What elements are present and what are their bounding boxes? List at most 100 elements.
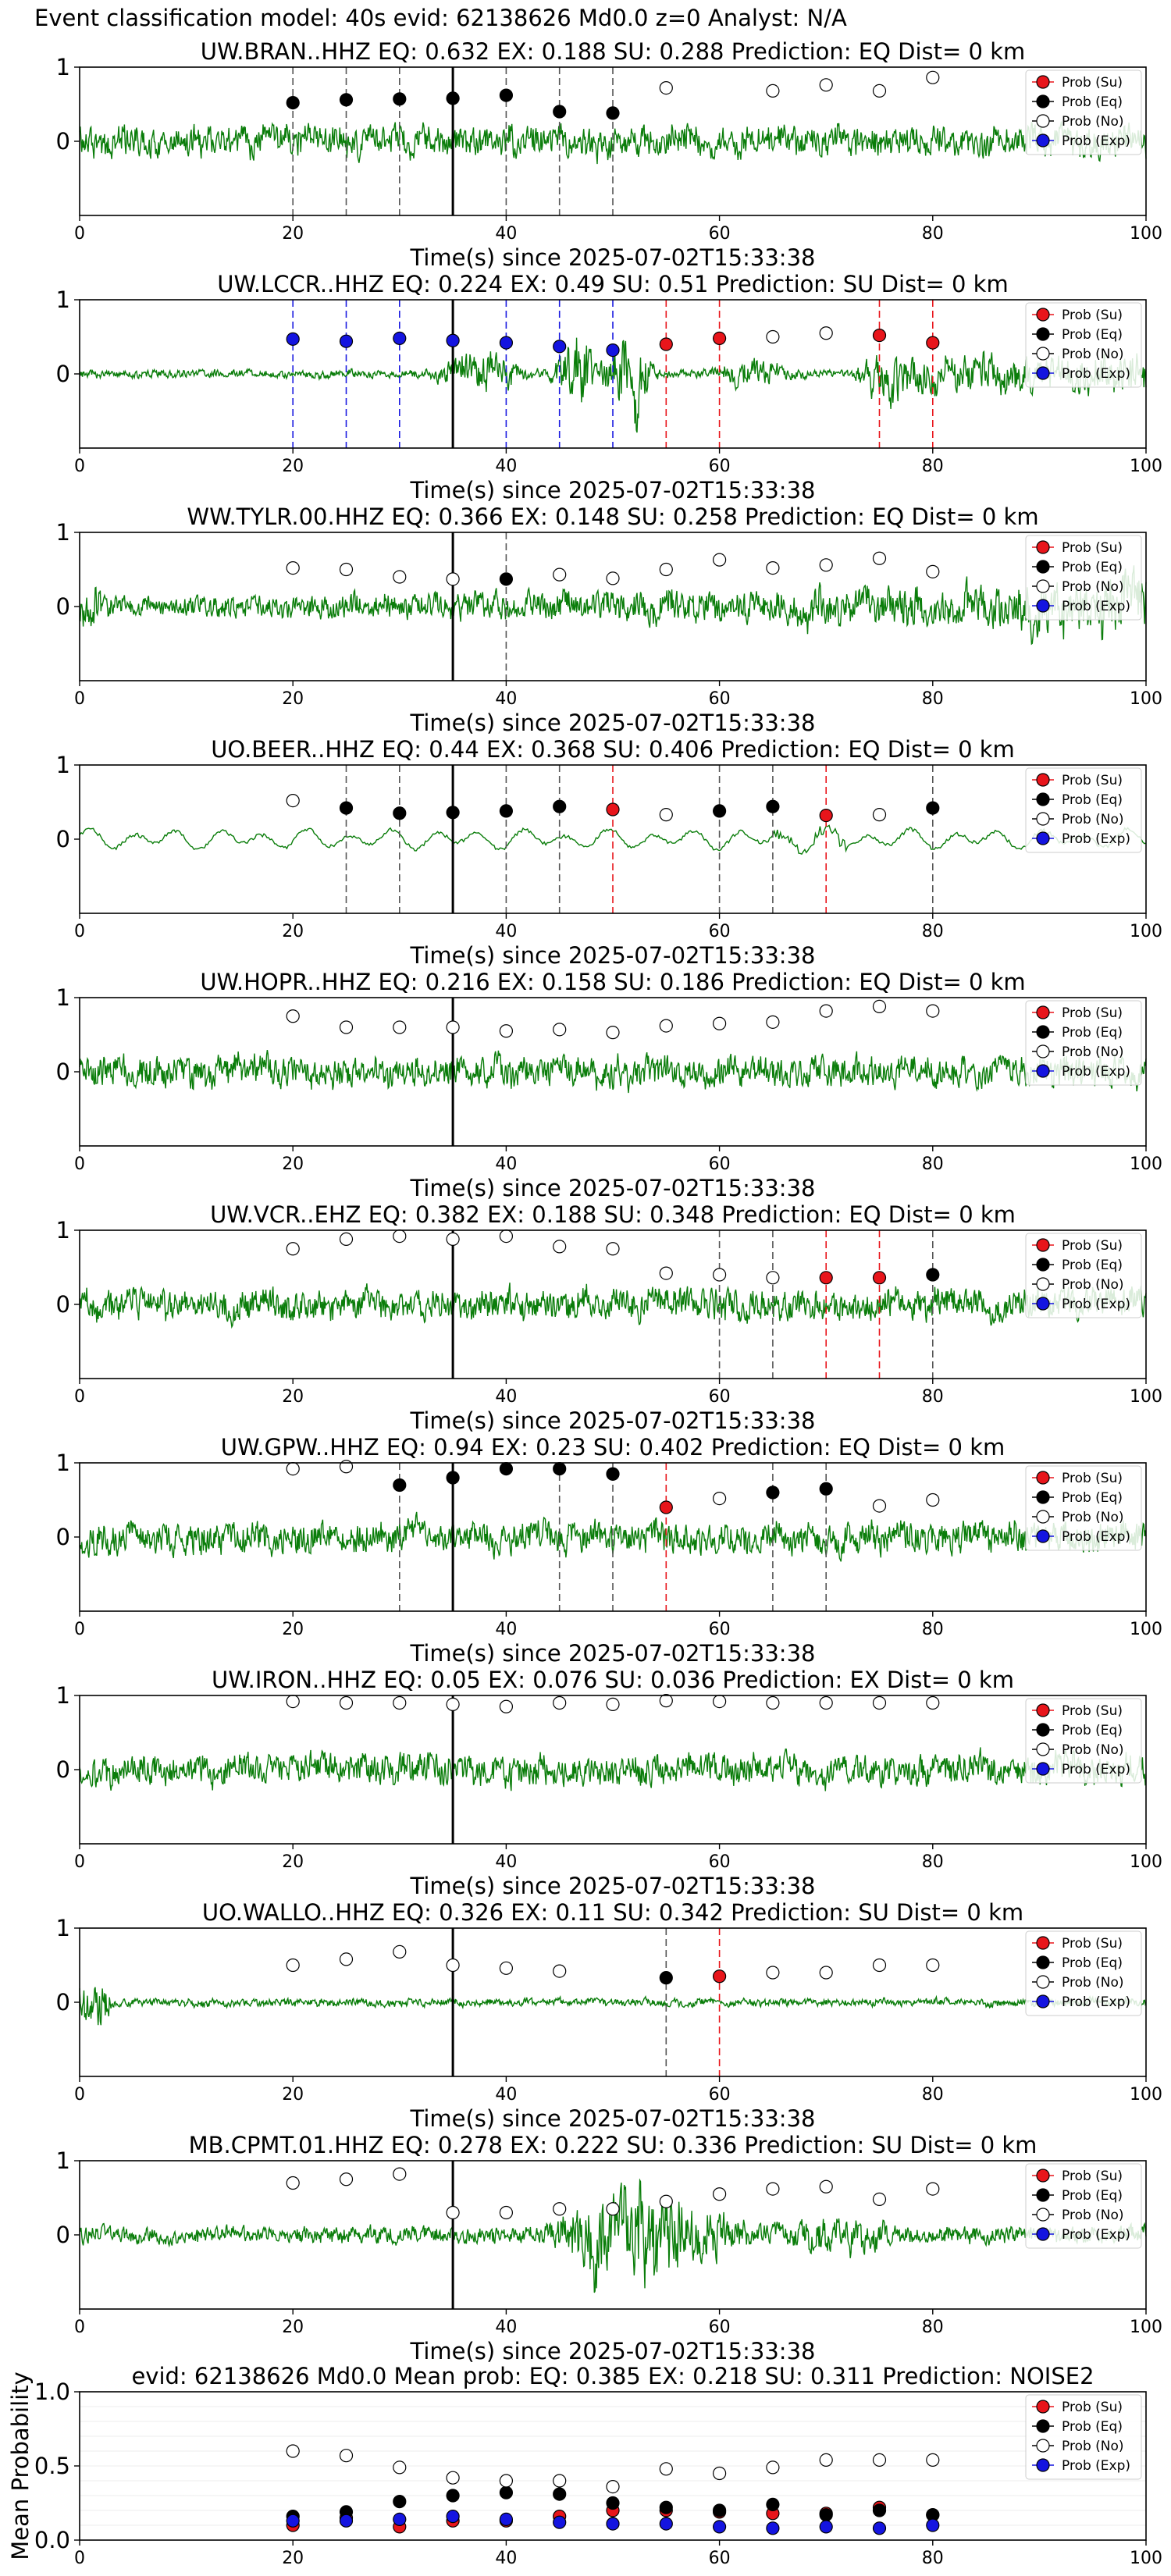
panel-6-point-6 xyxy=(553,1240,567,1254)
summary-point-eq-12 xyxy=(872,2503,887,2517)
panel-3-legend-label-eq: Prob (Eq) xyxy=(1062,560,1123,575)
panel-6-xtick-label: 40 xyxy=(495,1387,517,1407)
panel-3-point-8 xyxy=(659,562,673,577)
panel-3-legend-label-su: Prob (Su) xyxy=(1062,540,1123,556)
panel-10-legend-marker-no xyxy=(1036,2208,1050,2222)
panel-8-ytick-label: 1 xyxy=(56,1682,70,1709)
panel-7-point-6 xyxy=(553,1461,567,1476)
panel-4-point-12 xyxy=(872,808,887,822)
panel-1: UW.BRAN..HHZ EQ: 0.632 EX: 0.188 SU: 0.2… xyxy=(56,38,1162,271)
panel-4-legend-marker-eq xyxy=(1036,792,1050,806)
panel-6-point-5 xyxy=(499,1229,514,1244)
panel-9-xtick-label: 0 xyxy=(74,2085,85,2105)
panel-8-xtick-label: 40 xyxy=(495,1852,517,1872)
panel-5-point-4 xyxy=(446,1020,460,1034)
panel-9-legend-label-no: Prob (No) xyxy=(1062,1975,1124,1991)
panel-5-point-6 xyxy=(553,1023,567,1037)
panel-8-ytick-label: 0 xyxy=(56,1756,70,1783)
panel-1-xtick-label: 40 xyxy=(495,224,517,244)
panel-6-legend-marker-eq xyxy=(1036,1258,1050,1272)
summary-point-no-4 xyxy=(446,2471,460,2485)
panel-3-ytick-label: 1 xyxy=(56,519,70,546)
panel-7-xtick-label: 20 xyxy=(282,1620,304,1639)
panel-9-legend-frame xyxy=(1025,1930,1142,2016)
panel-6-ytick-label: 1 xyxy=(56,1217,70,1244)
panel-8-legend-label-exp: Prob (Exp) xyxy=(1062,1762,1130,1777)
panel-9-point-6 xyxy=(553,1964,567,1978)
panel-3: WW.TYLR.00.HHZ EQ: 0.366 EX: 0.148 SU: 0… xyxy=(56,503,1162,736)
panel-3-point-2 xyxy=(339,562,354,577)
panel-9-point-1 xyxy=(286,1958,300,1973)
panel-6-xlabel: Time(s) since 2025-07-02T15:33:38 xyxy=(410,1407,816,1434)
panel-7-legend-marker-su xyxy=(1036,1471,1050,1485)
panel-8-waveform xyxy=(79,1747,1147,1791)
summary-point-no-7 xyxy=(606,2480,620,2494)
panel-1-legend-marker-su xyxy=(1036,75,1050,89)
panel-10-ytick-label: 1 xyxy=(56,2147,70,2174)
panel-3-waveform xyxy=(79,565,1147,646)
panel-2-xtick-label: 0 xyxy=(74,457,85,476)
panel-7-legend-marker-eq xyxy=(1036,1490,1050,1504)
panel-4-legend-marker-su xyxy=(1036,773,1050,787)
summary-point-exp-1 xyxy=(286,2514,300,2528)
panel-7-point-7 xyxy=(606,1467,620,1481)
panel-7-xlabel: Time(s) since 2025-07-02T15:33:38 xyxy=(410,1640,816,1667)
panel-6-legend-label-no: Prob (No) xyxy=(1062,1277,1124,1293)
panel-2-xlabel: Time(s) since 2025-07-02T15:33:38 xyxy=(410,477,816,503)
panel-5-point-3 xyxy=(393,1020,407,1034)
panel-9-title: UO.WALLO..HHZ EQ: 0.326 EX: 0.11 SU: 0.3… xyxy=(202,1899,1023,1926)
panel-7-ytick-label: 1 xyxy=(56,1450,70,1476)
panel-7-xtick-label: 100 xyxy=(1130,1620,1162,1639)
panel-4-legend-label-su: Prob (Su) xyxy=(1062,773,1123,788)
panel-8-point-7 xyxy=(606,1697,620,1711)
panel-7-point-10 xyxy=(766,1485,780,1500)
panel-7-xtick-label: 40 xyxy=(495,1620,517,1639)
panel-10-legend-label-eq: Prob (Eq) xyxy=(1062,2188,1123,2204)
panel-9-legend-marker-su xyxy=(1036,1936,1050,1950)
panel-10-point-8 xyxy=(659,2194,673,2208)
panel-2-legend-marker-exp xyxy=(1036,366,1050,380)
panel-2-point-1 xyxy=(286,332,300,346)
panel-1-legend-marker-eq xyxy=(1036,94,1050,109)
panel-4-point-10 xyxy=(766,799,780,813)
panel-7-legend-label-eq: Prob (Eq) xyxy=(1062,1490,1123,1506)
panel-8-xtick-label: 0 xyxy=(74,1852,85,1872)
panel-7: UW.GPW..HHZ EQ: 0.94 EX: 0.23 SU: 0.402 … xyxy=(56,1434,1162,1667)
summary-point-no-1 xyxy=(286,2444,300,2458)
summary-point-eq-7 xyxy=(606,2496,620,2510)
panel-4-xlabel: Time(s) since 2025-07-02T15:33:38 xyxy=(410,942,816,969)
panel-7-point-3 xyxy=(393,1478,407,1493)
panel-9-point-3 xyxy=(393,1944,407,1959)
panel-4-legend-label-exp: Prob (Exp) xyxy=(1062,831,1130,847)
panel-1-legend-marker-no xyxy=(1036,114,1050,128)
panel-9-point-7 xyxy=(659,1971,673,1985)
summary-point-exp-6 xyxy=(553,2515,567,2529)
panel-4-point-1 xyxy=(286,793,300,808)
panel-2-xtick-label: 60 xyxy=(709,457,731,476)
panel-9-legend: Prob (Su) Prob (Eq) Prob (No) Prob (Exp) xyxy=(1025,1930,1142,2016)
panel-5-point-7 xyxy=(606,1026,620,1040)
panel-4-legend: Prob (Su) Prob (Eq) Prob (No) Prob (Exp) xyxy=(1025,767,1142,853)
panel-9-point-4 xyxy=(446,1958,460,1973)
panel-5-ytick-label: 1 xyxy=(56,984,70,1011)
panel-7-legend-label-no: Prob (No) xyxy=(1062,1510,1124,1525)
panel-9-xlabel: Time(s) since 2025-07-02T15:33:38 xyxy=(410,2105,816,2132)
panel-3-legend-marker-no xyxy=(1036,579,1050,593)
summary-point-exp-8 xyxy=(659,2517,673,2531)
panel-4-xtick-label: 0 xyxy=(74,922,85,941)
panel-1-title: UW.BRAN..HHZ EQ: 0.632 EX: 0.188 SU: 0.2… xyxy=(201,38,1026,65)
summary-point-eq-8 xyxy=(659,2500,673,2514)
panel-10-legend-marker-su xyxy=(1036,2169,1050,2183)
panel-2-legend-marker-su xyxy=(1036,308,1050,322)
panel-8-point-12 xyxy=(872,1695,887,1710)
panel-9-axes-frame xyxy=(79,1927,1147,2077)
panel-5-xlabel: Time(s) since 2025-07-02T15:33:38 xyxy=(410,1175,816,1201)
panel-6-point-4 xyxy=(446,1232,460,1247)
panel-1-point-11 xyxy=(872,84,887,98)
panel-5-title: UW.HOPR..HHZ EQ: 0.216 EX: 0.158 SU: 0.1… xyxy=(200,969,1025,995)
panel-10-xtick-label: 80 xyxy=(922,2318,944,2337)
panel-9-xtick-label: 60 xyxy=(709,2085,731,2105)
panel-2-point-4 xyxy=(446,333,460,347)
panel-4-point-11 xyxy=(819,808,833,823)
summary-point-exp-2 xyxy=(339,2514,354,2528)
